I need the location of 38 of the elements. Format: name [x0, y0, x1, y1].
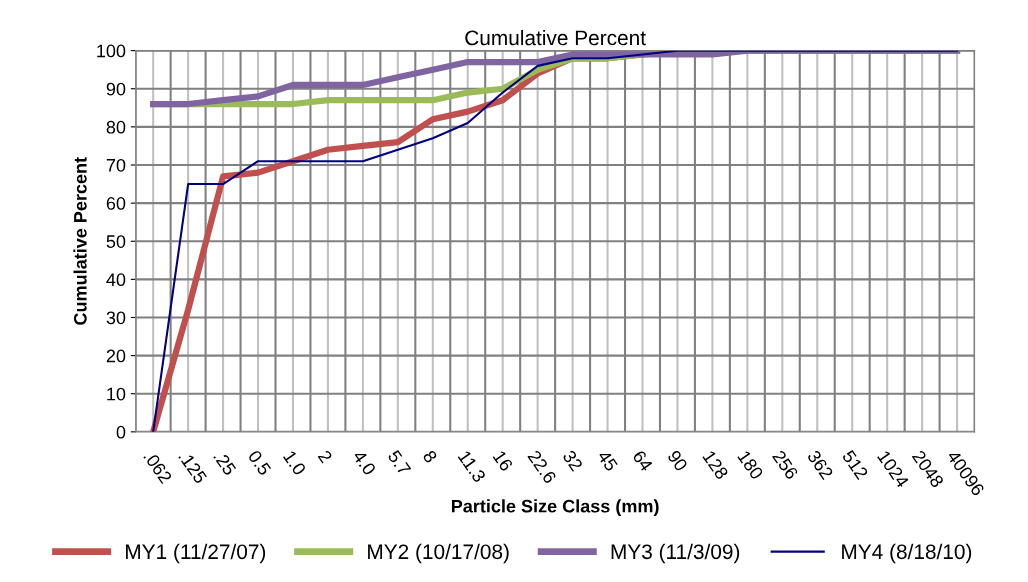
line-series	[152, 50, 959, 432]
chart-title: Cumulative Percent	[465, 29, 646, 46]
y-tick-label: 40	[106, 273, 126, 287]
x-tick-label: 45	[596, 449, 619, 472]
legend-label: MY4 (8/18/10)	[842, 543, 972, 564]
x-tick-label: 8	[422, 449, 438, 464]
y-tick-label: 10	[107, 387, 126, 401]
x-tick-label: 90	[667, 449, 689, 472]
y-tick-label: 90	[106, 82, 126, 96]
x-tick-label: 128	[702, 449, 729, 481]
y-tick-label: 0	[116, 425, 126, 439]
y-tick-label: 20	[106, 349, 126, 363]
x-tick-label: 2	[317, 449, 333, 464]
x-tick-label: 5.7	[387, 449, 412, 476]
y-axis-title: Cumulative Percent	[73, 157, 87, 325]
x-tick-label: 362	[806, 449, 834, 481]
legend-label: MY2 (10/17/08)	[368, 543, 509, 564]
legend-label: MY3 (11/3/09)	[611, 543, 740, 564]
x-tick-label: 512	[841, 449, 869, 481]
legend-label: MY1 (11/27/07)	[126, 543, 266, 564]
x-tick-label: .062	[143, 450, 173, 485]
x-tick-label: 64	[632, 449, 654, 473]
x-tick-label: 180	[737, 449, 764, 481]
x-tick-label: 16	[492, 449, 514, 472]
x-tick-label: .125	[178, 450, 208, 485]
x-tick-label: 32	[562, 449, 584, 472]
x-tick-label: 1.0	[282, 449, 307, 477]
x-tick-label: 256	[771, 449, 799, 481]
y-tick-label: 80	[106, 120, 126, 134]
y-tick-label: 50	[106, 235, 126, 248]
x-tick-label: .25	[213, 450, 237, 477]
y-tick-label: 100	[97, 44, 126, 58]
y-tick-label: 60	[106, 197, 126, 210]
x-axis-title: Particle Size Class (mm)	[451, 499, 659, 517]
x-tick-label: 4.0	[352, 449, 377, 477]
x-tick-label: 0.5	[247, 449, 272, 477]
y-tick-label: 70	[106, 158, 126, 172]
y-tick-label: 30	[106, 311, 126, 325]
